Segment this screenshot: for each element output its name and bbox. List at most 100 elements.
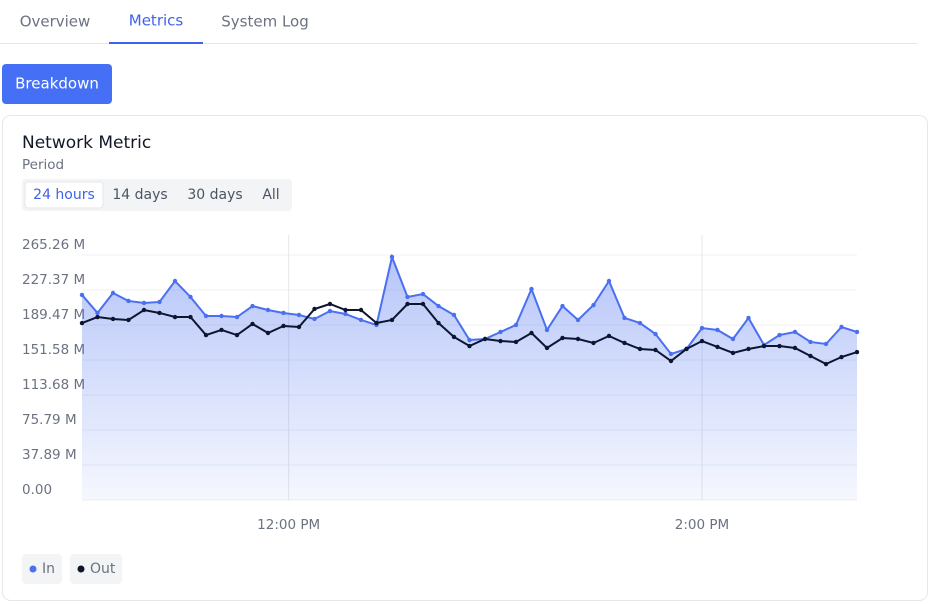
area <box>82 256 857 500</box>
point <box>219 313 224 319</box>
point <box>699 325 705 331</box>
tab-active[interactable]: Metrics <box>129 12 184 30</box>
point <box>606 333 612 339</box>
point <box>715 327 720 333</box>
point <box>250 321 255 327</box>
point <box>529 330 534 336</box>
point <box>808 339 813 345</box>
x-tick-label: 12:00 PM <box>257 517 320 533</box>
legend-marker <box>29 565 37 573</box>
point <box>715 344 720 350</box>
point <box>637 320 643 326</box>
point <box>622 340 627 346</box>
point <box>668 351 674 357</box>
point <box>343 311 348 317</box>
card-title: Network Metric <box>22 133 151 153</box>
button-label: Breakdown <box>15 75 99 93</box>
point <box>451 334 457 340</box>
period-option[interactable]: All <box>262 187 279 203</box>
point <box>560 335 565 341</box>
point <box>823 341 829 347</box>
chart: 0.00 37.89 M 75.79 M 113.68 M 151.58 M 189.47… <box>22 235 860 584</box>
point <box>777 343 782 349</box>
point <box>839 354 844 360</box>
point <box>653 331 658 337</box>
breakdown-button[interactable] <box>2 64 112 104</box>
point <box>730 350 736 356</box>
point <box>668 358 674 364</box>
point <box>203 313 209 319</box>
point <box>172 314 178 320</box>
point <box>420 301 426 307</box>
point <box>622 315 627 321</box>
legend-item <box>70 554 122 584</box>
point <box>560 303 565 309</box>
point <box>420 291 426 297</box>
point <box>234 314 240 320</box>
y-tick-label: 151.58 M <box>22 342 85 358</box>
point <box>544 327 550 333</box>
point <box>296 312 302 318</box>
point <box>808 353 813 359</box>
point <box>312 306 317 312</box>
point <box>234 332 240 338</box>
period-option[interactable]: 30 days <box>187 187 242 203</box>
point <box>746 346 751 352</box>
point <box>327 301 333 307</box>
point <box>591 302 596 308</box>
period-option[interactable]: 24 hours <box>33 187 95 203</box>
y-tick-label: 0.00 <box>22 482 52 498</box>
point <box>451 312 457 318</box>
point <box>141 300 147 306</box>
period-option[interactable]: 14 days <box>112 187 167 203</box>
point <box>482 336 488 342</box>
point <box>203 332 209 338</box>
point <box>467 337 472 343</box>
point <box>436 303 441 309</box>
period-label: Period <box>22 157 64 173</box>
point <box>498 329 503 335</box>
point <box>126 298 131 304</box>
point <box>684 346 689 352</box>
point <box>436 320 441 326</box>
point <box>653 347 658 353</box>
x-tick-label: 2:00 PM <box>675 517 729 533</box>
point <box>188 314 193 320</box>
point <box>575 336 581 342</box>
tab[interactable]: Overview <box>20 13 91 31</box>
point <box>141 307 147 313</box>
point <box>172 278 178 284</box>
point <box>498 338 503 344</box>
period-active <box>24 181 104 209</box>
point <box>79 292 85 298</box>
point <box>839 324 844 330</box>
point <box>110 316 116 322</box>
point <box>327 308 333 314</box>
point <box>265 307 271 313</box>
point <box>529 286 534 292</box>
legend-item <box>22 554 62 584</box>
point <box>296 324 302 330</box>
point <box>126 317 131 323</box>
tab[interactable]: System Log <box>221 13 309 31</box>
point <box>591 340 596 346</box>
point <box>358 317 364 323</box>
point <box>157 299 162 305</box>
point <box>730 336 736 342</box>
point <box>281 310 286 316</box>
point <box>312 316 317 322</box>
point <box>544 345 550 351</box>
legend-label: Out <box>90 561 116 577</box>
point <box>250 303 255 309</box>
point <box>219 327 224 333</box>
point <box>777 332 782 338</box>
point <box>637 346 643 352</box>
y-tick-label: 265.26 M <box>22 237 85 253</box>
point <box>792 329 798 335</box>
point <box>389 317 395 323</box>
y-tick-label: 113.68 M <box>22 377 85 393</box>
point <box>699 338 705 344</box>
point <box>405 294 410 300</box>
y-tick-label: 227.37 M <box>22 272 85 288</box>
point <box>513 339 519 345</box>
